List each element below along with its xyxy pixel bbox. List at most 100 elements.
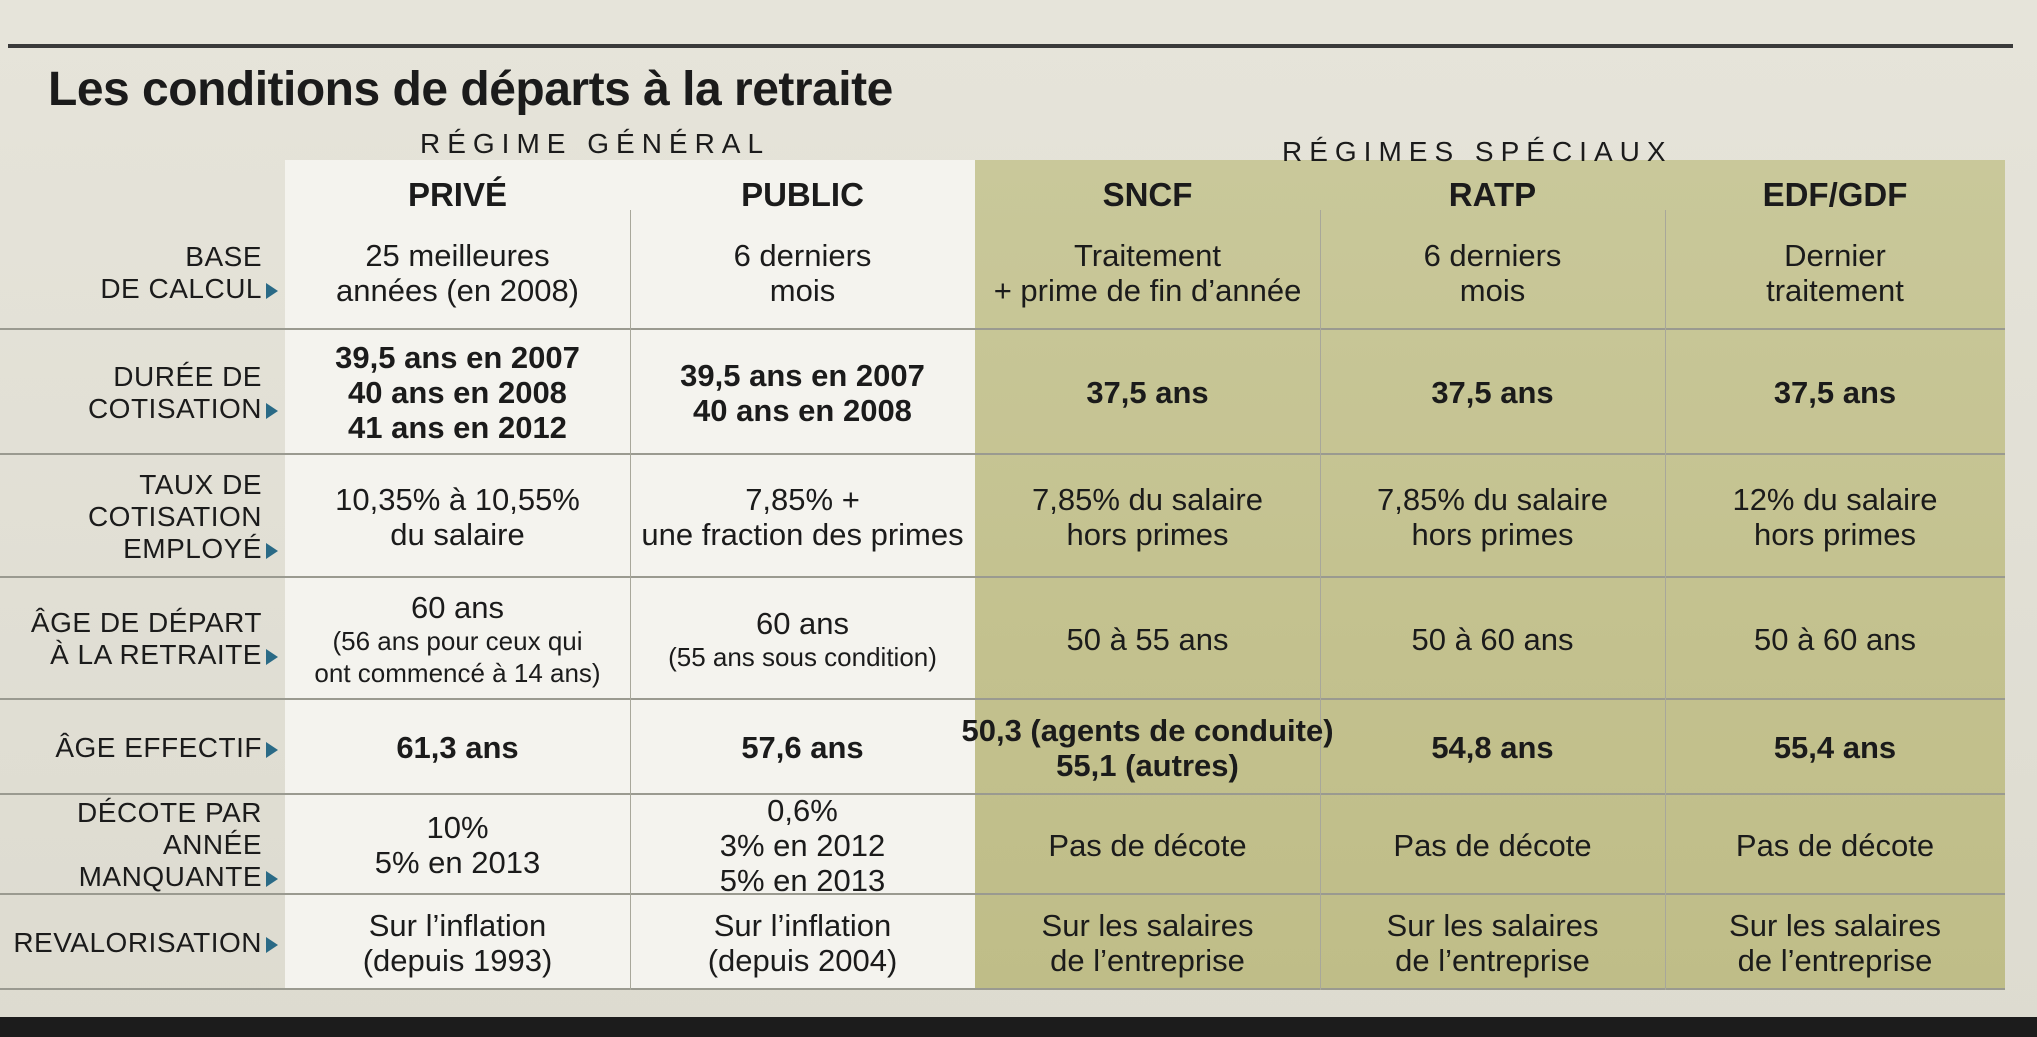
cell-line: 55,1 (autres) bbox=[1056, 747, 1239, 783]
cell-age-depart-prive: 60 ans (56 ans pour ceux qui ont commencé … bbox=[285, 578, 630, 700]
cell-taux-cotisation-sncf: 7,85% du salaire hors primes bbox=[975, 455, 1320, 578]
cell-line: (56 ans pour ceux qui bbox=[332, 625, 583, 656]
cell-line: 55,4 ans bbox=[1773, 730, 1897, 765]
row-label-line: MANQUANTE bbox=[78, 861, 262, 892]
cell-revalorisation-prive: Sur l’inflation (depuis 1993) bbox=[285, 895, 630, 990]
top-rule bbox=[8, 44, 2013, 48]
cell-line: 10% bbox=[426, 810, 489, 845]
row-label-base-calcul: BASE DE CALCUL bbox=[0, 216, 262, 330]
row-label-line: REVALORISATION bbox=[13, 926, 262, 958]
cell-line: 41 ans en 2012 bbox=[348, 410, 567, 445]
cell-base-calcul-edf-gdf: Dernier traitement bbox=[1665, 216, 2005, 330]
row-arrow-icon bbox=[266, 741, 278, 758]
row-label-decote: DÉCOTE PAR ANNÉE MANQUANTE bbox=[0, 795, 262, 895]
cell-decote-sncf: Pas de décote bbox=[975, 795, 1320, 895]
cell-line: 37,5 ans bbox=[1773, 375, 1897, 410]
cell-age-effectif-sncf: 50,3 (agents de conduite) 55,1 (autres) bbox=[961, 700, 1333, 795]
cell-line: hors primes bbox=[1411, 516, 1574, 552]
row-divider bbox=[0, 453, 2005, 455]
cell-line: 54,8 ans bbox=[1431, 730, 1554, 765]
row-label-line: À LA RETRAITE bbox=[50, 639, 262, 670]
cell-age-effectif-public: 57,6 ans bbox=[630, 700, 975, 795]
row-divider bbox=[0, 793, 2005, 795]
row-label-line: ANNÉE bbox=[163, 829, 262, 860]
cell-line: mois bbox=[769, 273, 836, 308]
cell-line: 10,35% à 10,55% bbox=[335, 481, 580, 517]
row-label-line: DE CALCUL bbox=[100, 273, 262, 304]
cell-line: 61,3 ans bbox=[396, 730, 519, 765]
cell-line: 50,3 (agents de conduite) bbox=[961, 712, 1334, 748]
cell-line: Pas de décote bbox=[1048, 827, 1247, 863]
column-header-edf-gdf: EDF/GDF bbox=[1762, 176, 1908, 213]
column-divider bbox=[1320, 210, 1321, 990]
cell-age-effectif-edf-gdf: 55,4 ans bbox=[1665, 700, 2005, 795]
cell-base-calcul-public: 6 derniers mois bbox=[630, 216, 975, 330]
cell-line: 25 meilleures bbox=[365, 238, 550, 273]
cell-line: 0,6% bbox=[767, 792, 838, 828]
cell-line: (55 ans sous condition) bbox=[668, 641, 937, 672]
cell-line: 50 à 55 ans bbox=[1066, 621, 1229, 657]
cell-line: 40 ans en 2008 bbox=[693, 392, 912, 428]
row-divider bbox=[0, 988, 2005, 990]
column-header-prive: PRIVÉ bbox=[407, 176, 508, 213]
regimes-speciaux-heading: RÉGIMES SPÉCIAUX bbox=[1282, 136, 1673, 167]
cell-line: 12% du salaire bbox=[1732, 481, 1938, 517]
cell-line: une fraction des primes bbox=[641, 516, 964, 552]
row-label-taux-cotisation: TAUX DE COTISATION EMPLOYÉ bbox=[0, 455, 262, 578]
cell-line: 50 à 60 ans bbox=[1753, 621, 1917, 657]
cell-line: Sur l’inflation bbox=[368, 907, 547, 943]
cell-line: Sur les salaires bbox=[1729, 907, 1941, 943]
cell-line: (depuis 2004) bbox=[707, 942, 898, 978]
row-arrow-icon bbox=[266, 871, 278, 887]
cell-line: hors primes bbox=[1066, 516, 1229, 552]
row-arrow-icon bbox=[266, 283, 278, 299]
cell-taux-cotisation-public: 7,85% + une fraction des primes bbox=[630, 455, 975, 578]
cell-age-depart-edf-gdf: 50 à 60 ans bbox=[1665, 578, 2005, 700]
column-header-public: PUBLIC bbox=[741, 176, 864, 213]
cell-line: 7,85% du salaire bbox=[1032, 481, 1263, 517]
row-label-age-depart: ÂGE DE DÉPART À LA RETRAITE bbox=[0, 578, 262, 700]
cell-line: années (en 2008) bbox=[335, 273, 580, 308]
cell-line: mois bbox=[1459, 273, 1526, 308]
cell-line: 39,5 ans en 2007 bbox=[680, 357, 925, 393]
cell-base-calcul-sncf: Traitement + prime de fin d’année bbox=[975, 216, 1320, 330]
row-label-line: EMPLOYÉ bbox=[123, 532, 262, 564]
cell-line: + prime de fin d’année bbox=[993, 273, 1302, 308]
cell-duree-cotisation-public: 39,5 ans en 2007 40 ans en 2008 bbox=[630, 330, 975, 455]
cell-line: Traitement bbox=[1073, 238, 1221, 273]
row-divider bbox=[0, 328, 2005, 330]
cell-line: 50 à 60 ans bbox=[1411, 621, 1574, 657]
page-title: Les conditions de départs à la retraite bbox=[48, 63, 893, 116]
cell-line: 57,6 ans bbox=[741, 730, 864, 765]
cell-line: 37,5 ans bbox=[1431, 375, 1554, 410]
row-arrow-icon bbox=[266, 542, 278, 559]
cell-base-calcul-prive: 25 meilleures années (en 2008) bbox=[285, 216, 630, 330]
row-divider bbox=[0, 698, 2005, 700]
cell-line: 6 derniers bbox=[1423, 238, 1562, 273]
bottom-band bbox=[0, 1017, 2037, 1037]
cell-line: 5% en 2013 bbox=[374, 845, 541, 880]
cell-revalorisation-public: Sur l’inflation (depuis 2004) bbox=[630, 895, 975, 990]
row-label-line: ÂGE DE DÉPART bbox=[30, 607, 262, 638]
row-label-line: COTISATION bbox=[87, 392, 262, 424]
row-arrow-icon bbox=[266, 649, 278, 665]
cell-line: de l’entreprise bbox=[1050, 942, 1245, 978]
cell-line: 5% en 2013 bbox=[719, 862, 886, 898]
cell-decote-public: 0,6% 3% en 2012 5% en 2013 bbox=[630, 792, 975, 898]
column-divider bbox=[630, 210, 631, 990]
cell-line: de l’entreprise bbox=[1737, 942, 1933, 978]
cell-duree-cotisation-edf-gdf: 37,5 ans bbox=[1665, 330, 2005, 455]
row-label-revalorisation: REVALORISATION bbox=[0, 895, 262, 990]
cell-decote-edf-gdf: Pas de décote bbox=[1665, 795, 2005, 895]
cell-line: hors primes bbox=[1754, 516, 1916, 552]
row-divider bbox=[0, 893, 2005, 895]
cell-line: 40 ans en 2008 bbox=[348, 375, 567, 410]
row-label-duree-cotisation: DURÉE DE COTISATION bbox=[0, 330, 262, 455]
cell-line: 60 ans bbox=[755, 605, 850, 641]
cell-line: 6 derniers bbox=[733, 238, 872, 273]
column-header-sncf: SNCF bbox=[1102, 176, 1193, 213]
cell-age-depart-sncf: 50 à 55 ans bbox=[975, 578, 1320, 700]
cell-line: 7,85% + bbox=[745, 481, 860, 517]
cell-line: Pas de décote bbox=[1393, 827, 1592, 863]
column-header-ratp: RATP bbox=[1448, 176, 1537, 213]
